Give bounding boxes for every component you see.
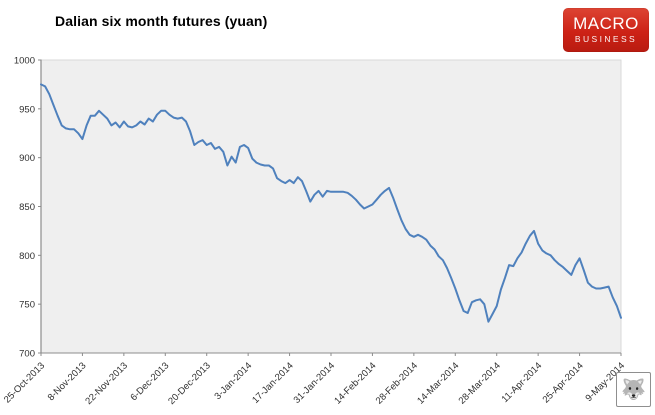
x-axis-tick-label: 25-Oct-2013: [2, 360, 47, 405]
wolf-icon: 🐺: [621, 378, 646, 401]
x-axis-tick-label: 11-Apr-2014: [500, 360, 545, 405]
y-axis-tick-label: 850: [19, 202, 35, 213]
price-line: [40, 83, 622, 323]
y-axis-tick-label: 950: [19, 104, 35, 115]
x-axis-tick-label: 14-Feb-2014: [332, 360, 378, 406]
chart-title: Dalian six month futures (yuan): [55, 13, 268, 29]
x-axis-tick-label: 8-Nov-2013: [46, 360, 89, 403]
x-axis-tick-label: 31-Jan-2014: [292, 360, 338, 406]
y-axis-tick-label: 700: [19, 349, 35, 360]
x-axis-tick-label: 6-Dec-2013: [129, 360, 172, 403]
plot-area: [40, 59, 622, 354]
x-axis-tick-label: 22-Nov-2013: [83, 360, 130, 407]
y-axis-tick-label: 800: [19, 251, 35, 262]
x-axis-tick-label: 20-Dec-2013: [166, 360, 213, 407]
x-axis-tick-label: 17-Jan-2014: [250, 360, 296, 406]
x-axis-tick-label: 14-Mar-2014: [415, 360, 461, 406]
y-axis-tick-label: 900: [19, 153, 35, 164]
x-axis-tick-label: 25-Apr-2014: [541, 360, 586, 405]
macrobusiness-logo[interactable]: MACRO BUSINESS: [563, 8, 649, 52]
y-axis-tick-label: 750: [19, 300, 35, 311]
y-axis-tick-label: 1000: [14, 56, 35, 67]
logo-text-business: BUSINESS: [574, 34, 638, 44]
x-axis-tick-label: 28-Feb-2014: [374, 360, 420, 406]
wolf-watermark: 🐺: [616, 372, 651, 407]
logo-text-macro: MACRO: [573, 14, 639, 33]
x-axis-tick-label: 28-Mar-2014: [457, 360, 503, 406]
x-axis-tick-label: 3-Jan-2014: [213, 360, 255, 402]
